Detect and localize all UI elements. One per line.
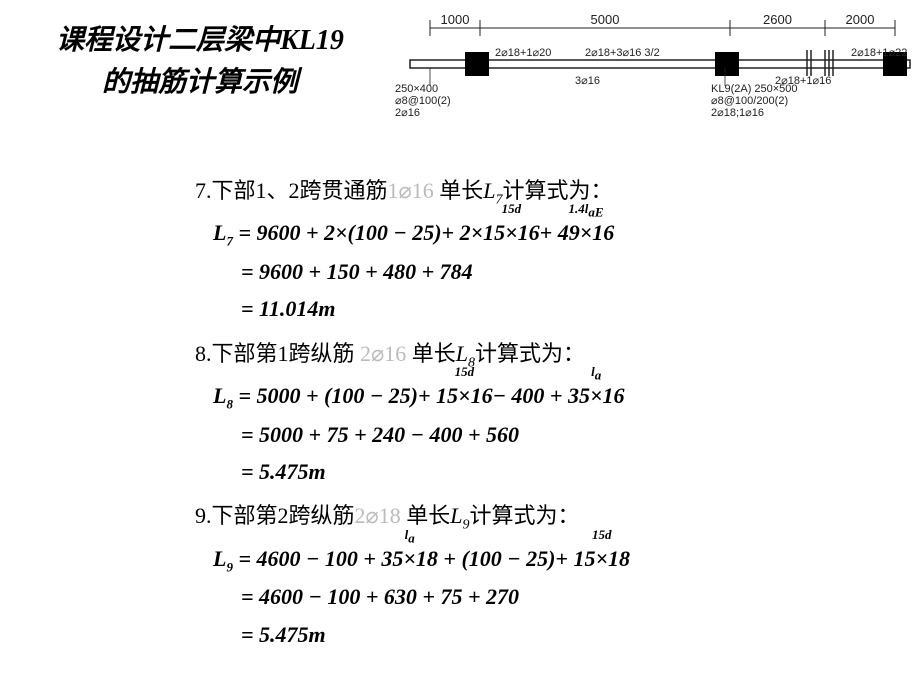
calc7-var: L [483,178,495,203]
svg-text:⌀8@100(2): ⌀8@100(2) [395,95,451,107]
c7v: L [213,220,226,245]
calc7-formula: L7 = 9600 + 2×(100 − 25)+ 2×15d15×16+ 1.… [213,214,895,327]
calc9-varsub: 9 [463,518,470,533]
c8t2s: la [591,361,601,387]
c9t1s: la [405,524,415,550]
beam-diagram: 1000 5000 2600 2000 2⌀18+1⌀20 2⌀18+3⌀16 3/2 2⌀… [395,10,915,140]
svg-text:2⌀18+1⌀20: 2⌀18+1⌀20 [495,47,551,59]
c9a: = 4600 − 100 + [233,546,381,571]
c9t2b: 15×18 [573,546,630,571]
c8t1s: 15d [455,361,475,383]
c9t2s: 15d [592,524,612,546]
title-line2: 的抽筋计算示例 [102,67,298,98]
c9t2: 15d15×18 [573,540,630,577]
calc7-line1: L7 = 9600 + 2×(100 − 25)+ 2×15d15×16+ 1.… [213,214,895,252]
calc8-heading: 8.下部第1跨纵筋 2⌀16 单长L8计算式为： [195,336,895,371]
svg-text:2⌀18+3⌀16 3/2: 2⌀18+3⌀16 3/2 [585,47,660,59]
calc7-heading: 7.下部1、2跨贯通筋1⌀16 单长L7计算式为： [195,173,895,208]
calc8-prefix: 8.下部第1跨纵筋 [195,341,355,366]
c9t1b: 35×18 [381,546,438,571]
svg-text:250×400: 250×400 [395,83,438,95]
calc8-suffix: 计算式为： [475,341,585,366]
c8b: − 400 + [493,383,568,408]
c9t1s2: a [408,530,415,545]
calc9-line3: = 5.475m [213,616,895,653]
svg-text:1000: 1000 [441,12,470,27]
svg-text:⌀8@100/200(2): ⌀8@100/200(2) [711,95,788,107]
c7t2s1: 1.4l [568,201,588,216]
calc8-mid: 单长 [406,341,456,366]
calc9-heading: 9.下部第2跨纵筋2⌀18 单长L9计算式为： [195,498,895,533]
calculations: 7.下部1、2跨贯通筋1⌀16 单长L7计算式为： L7 = 9600 + 2×… [195,165,895,653]
c7t1b: 15×16 [483,220,540,245]
page-title: 课程设计二层梁中KL19 的抽筋计算示例 [20,20,380,104]
c7a: = 9600 + 2×(100 − 25)+ 2× [233,220,483,245]
title-line1: 课程设计二层梁中KL19 [56,25,344,56]
calc7-prefix: 7.下部1、2跨贯通筋 [195,178,388,203]
c7t2: 1.4laE49×16 [558,214,615,251]
calc8-line2: = 5000 + 75 + 240 − 400 + 560 [213,416,895,453]
c9b: + (100 − 25)+ [438,546,574,571]
c7b: + [540,220,558,245]
calc9-spec: 2⌀18 [355,503,401,528]
c9v: L [213,546,226,571]
c8t1: 15d15×16 [436,377,493,414]
calc9-line2: = 4600 − 100 + 630 + 75 + 270 [213,578,895,615]
calc8-formula: L8 = 5000 + (100 − 25)+ 15d15×16− 400 + … [213,377,895,490]
calc9-prefix: 9.下部第2跨纵筋 [195,503,355,528]
c8a: = 5000 + (100 − 25)+ [233,383,436,408]
calc8-spec: 2⌀16 [355,341,407,366]
calc9-formula: L9 = 4600 − 100 + la35×18 + (100 − 25)+ … [213,540,895,653]
calc9-suffix: 计算式为： [470,503,580,528]
c9t1: la35×18 [381,540,438,577]
calc9-line1: L9 = 4600 − 100 + la35×18 + (100 − 25)+ … [213,540,895,578]
svg-text:2⌀18+1⌀16: 2⌀18+1⌀16 [775,75,831,87]
svg-text:2⌀18;1⌀16: 2⌀18;1⌀16 [711,107,764,119]
svg-text:2600: 2600 [763,12,792,27]
c8t1b: 15×16 [436,383,493,408]
calc7-spec: 1⌀16 [388,178,434,203]
svg-text:5000: 5000 [591,12,620,27]
c7t2s2: aE [588,205,603,220]
svg-text:2⌀16: 2⌀16 [395,107,420,119]
svg-text:3⌀16: 3⌀16 [575,75,600,87]
c8v: L [213,383,226,408]
c7t2b: 49×16 [558,220,615,245]
c8t2: la35×16 [568,377,625,414]
c7t2s: 1.4laE [568,198,603,224]
calc7-line3: = 11.014m [213,290,895,327]
calc9-var: L [450,503,462,528]
c7t1s: 15d [502,198,522,220]
svg-text:2⌀18+1⌀22: 2⌀18+1⌀22 [851,47,907,59]
calc8-line1: L8 = 5000 + (100 − 25)+ 15d15×16− 400 + … [213,377,895,415]
c8t2b: 35×16 [568,383,625,408]
calc7-mid: 单长 [434,178,484,203]
c7t1: 15d15×16 [483,214,540,251]
c8t2s2: a [595,368,602,383]
calc7-line2: = 9600 + 150 + 480 + 784 [213,253,895,290]
calc8-line3: = 5.475m [213,453,895,490]
svg-text:2000: 2000 [846,12,875,27]
